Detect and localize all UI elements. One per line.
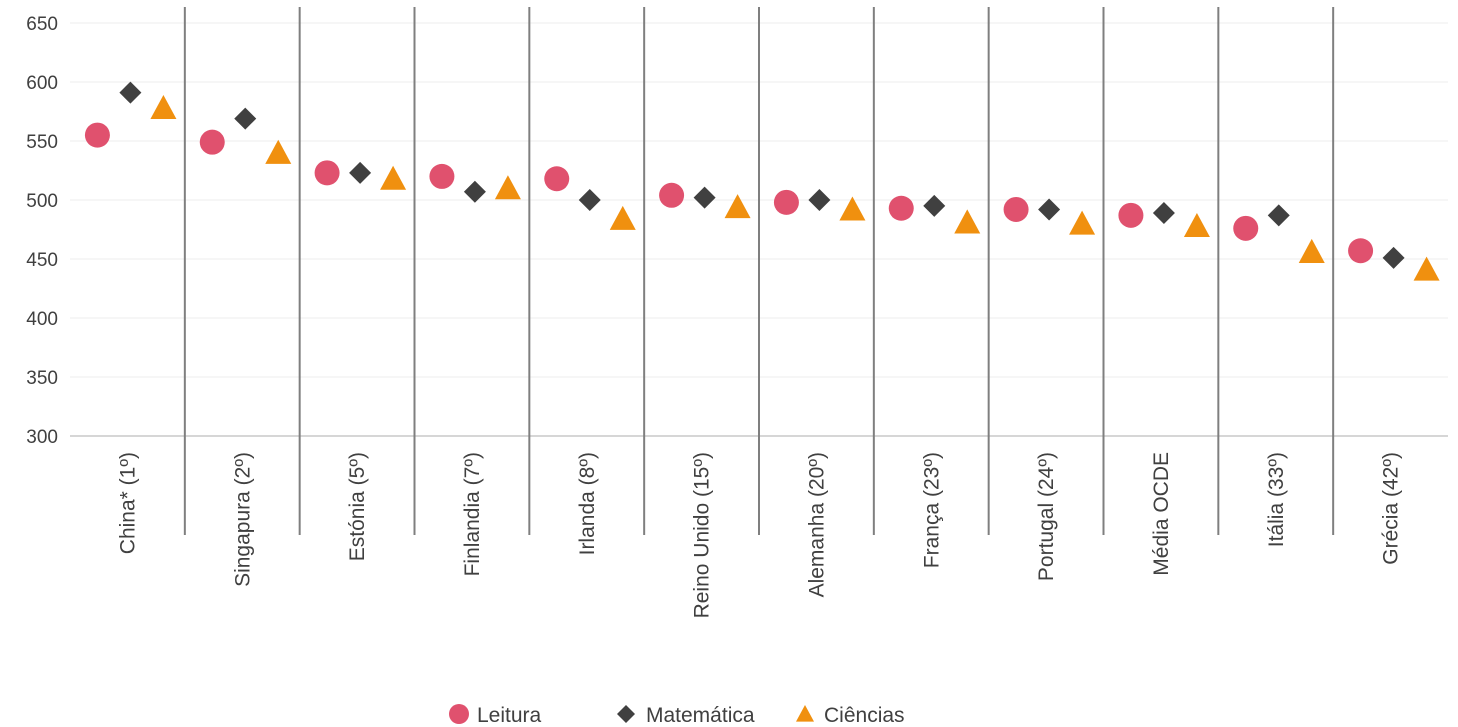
y-tick-label: 300 bbox=[26, 427, 58, 448]
legend-label: Matemática bbox=[646, 704, 755, 727]
category-label: Irlanda (8º) bbox=[576, 452, 599, 555]
point-diamond bbox=[1267, 204, 1290, 227]
point-diamond bbox=[1152, 201, 1175, 224]
point-circle bbox=[84, 122, 110, 148]
point-triangle bbox=[1069, 210, 1096, 235]
category-label: França (23º) bbox=[920, 452, 943, 568]
y-tick-label: 550 bbox=[26, 132, 58, 153]
point-diamond bbox=[349, 161, 372, 184]
point-circle bbox=[888, 195, 914, 221]
category-label: Reino Unido (15º) bbox=[691, 452, 714, 618]
point-circle bbox=[1118, 202, 1144, 228]
category-label: Média OCDE bbox=[1150, 452, 1173, 576]
y-tick-label: 400 bbox=[26, 309, 58, 330]
legend: Leitura Matemática Ciências bbox=[449, 704, 905, 727]
point-triangle bbox=[150, 94, 177, 120]
point-triangle bbox=[1298, 238, 1325, 263]
point-circle bbox=[1003, 196, 1029, 222]
point-circle bbox=[429, 163, 455, 189]
y-tick-label: 350 bbox=[26, 368, 58, 389]
point-triangle bbox=[954, 209, 981, 234]
category-label: Finlandia (7º) bbox=[461, 452, 484, 576]
y-axis-ticks: 300 350 400 450 500 550 600 650 bbox=[26, 14, 58, 448]
category-label: Portugal (24º) bbox=[1035, 452, 1058, 581]
y-tick-label: 650 bbox=[26, 14, 58, 35]
legend-label: Leitura bbox=[477, 704, 542, 727]
point-circle bbox=[773, 189, 799, 215]
point-diamond bbox=[693, 186, 716, 209]
category-separators bbox=[183, 7, 1335, 535]
point-diamond bbox=[1382, 246, 1405, 269]
point-diamond bbox=[578, 189, 601, 211]
legend-circle-icon bbox=[449, 704, 469, 724]
point-circle bbox=[544, 166, 570, 192]
category-label: Singapura (2º) bbox=[231, 452, 254, 587]
point-circle bbox=[199, 129, 225, 155]
point-triangle bbox=[839, 196, 866, 221]
category-label: Estónia (5º) bbox=[346, 452, 369, 561]
point-circle bbox=[659, 182, 685, 208]
legend-label: Ciências bbox=[824, 704, 905, 727]
point-triangle bbox=[1183, 212, 1210, 238]
point-triangle bbox=[265, 139, 292, 164]
y-tick-label: 500 bbox=[26, 191, 58, 212]
point-triangle bbox=[724, 194, 751, 219]
y-tick-label: 600 bbox=[26, 73, 58, 94]
legend-triangle-icon bbox=[796, 705, 814, 722]
y-tick-label: 450 bbox=[26, 250, 58, 271]
category-label: Grécia (42º) bbox=[1380, 452, 1403, 565]
point-triangle bbox=[609, 205, 636, 230]
data-points bbox=[84, 81, 1440, 281]
point-diamond bbox=[119, 81, 142, 104]
point-diamond bbox=[234, 107, 257, 130]
point-triangle bbox=[380, 165, 407, 190]
point-diamond bbox=[923, 194, 946, 217]
point-circle bbox=[1348, 238, 1374, 264]
point-circle bbox=[1233, 215, 1259, 241]
category-label: Alemanha (20º) bbox=[805, 452, 828, 597]
category-label: Itália (33º) bbox=[1265, 452, 1288, 547]
point-diamond bbox=[1038, 198, 1061, 221]
point-triangle bbox=[494, 175, 521, 200]
category-label: China* (1º) bbox=[116, 452, 139, 554]
point-triangle bbox=[1413, 256, 1440, 281]
category-labels: China* (1º) Singapura (2º) Estónia (5º) Fin… bbox=[116, 452, 1402, 618]
point-diamond bbox=[463, 180, 486, 203]
legend-diamond-icon bbox=[617, 705, 635, 723]
point-diamond bbox=[808, 189, 831, 211]
point-circle bbox=[314, 160, 340, 186]
